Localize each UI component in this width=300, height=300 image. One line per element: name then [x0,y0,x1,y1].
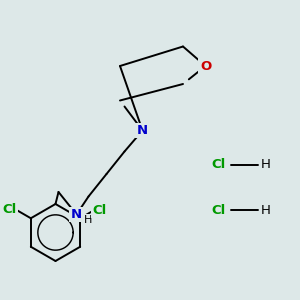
Text: N: N [137,124,148,137]
Text: Cl: Cl [3,203,17,216]
Text: H: H [261,203,270,217]
Text: Cl: Cl [212,203,226,217]
Text: H: H [84,215,92,225]
Text: O: O [200,59,211,73]
Text: Cl: Cl [93,203,107,217]
Text: N: N [71,208,82,221]
Text: Cl: Cl [212,158,226,172]
Text: H: H [261,158,270,172]
